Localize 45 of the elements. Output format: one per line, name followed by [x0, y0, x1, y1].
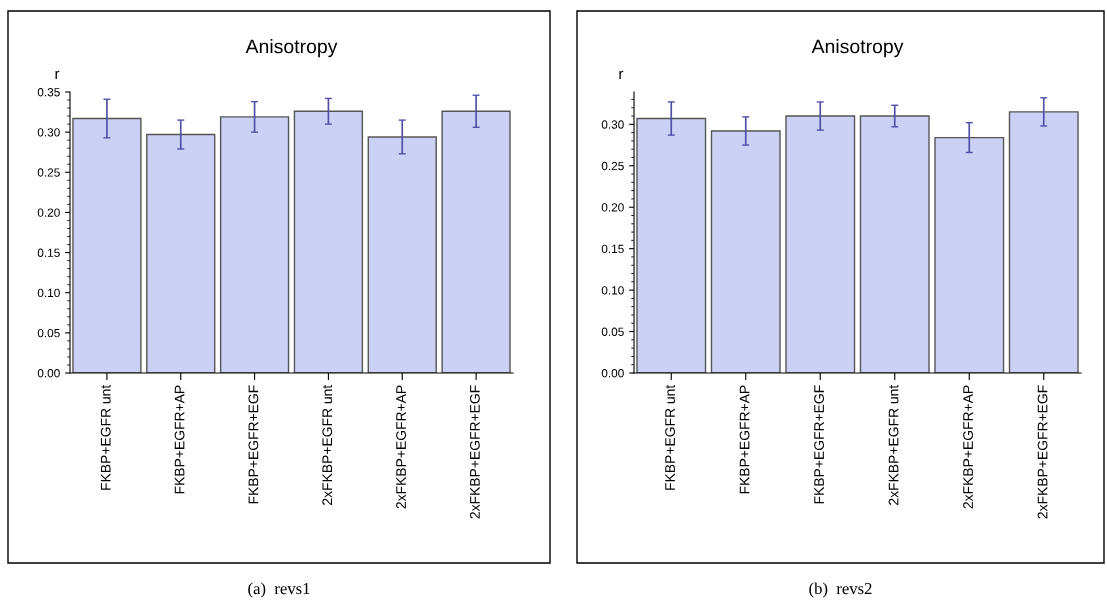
bar: [934, 136, 1005, 373]
bar: [293, 110, 364, 373]
y-tick-label: 0.30: [37, 128, 60, 137]
y-tick-label: 0.25: [37, 168, 60, 177]
text: (a) revs1: [248, 582, 310, 598]
y-tick-label: 0.05: [37, 328, 60, 338]
y-tick-label: 0.10: [601, 286, 624, 295]
bar: [710, 130, 781, 373]
bar: [219, 116, 290, 373]
x-tick-label: FKBP+EGFR+EGF: [248, 385, 259, 504]
x-tick-label: FKBP+EGFR unt: [100, 384, 111, 490]
y-tick-label: 0.25: [601, 161, 624, 171]
x-tick-label: 2xFKBP+EGFR+EGF: [469, 385, 480, 519]
y-tick-label: 0.15: [37, 248, 60, 257]
y-tick-label: 0.30: [601, 120, 624, 129]
bar: [367, 136, 437, 373]
x-tick-label: FKBP+EGFR+AP: [174, 385, 185, 494]
y-tick-label: 0.00: [37, 369, 60, 378]
bar: [636, 117, 707, 373]
x-tick-label: FKBP+EGFR+AP: [739, 385, 750, 494]
y-tick-label: 0.15: [601, 244, 624, 254]
x-tick-label: 2xFKBP+EGFR+AP: [396, 385, 406, 509]
bar: [785, 115, 856, 373]
y-tick-label: 0.20: [601, 203, 624, 212]
y-tick-label: 0.05: [601, 327, 624, 336]
bar: [441, 110, 511, 373]
chart-title: Anisotropy: [811, 39, 904, 58]
y-axis-title: r: [619, 70, 624, 79]
bar: [72, 117, 142, 373]
bar: [859, 115, 930, 373]
bar: [1008, 111, 1079, 373]
x-tick-label: 2xFKBP+EGFR+EGF: [1037, 385, 1048, 519]
y-axis-title: r: [55, 70, 60, 79]
x-tick-label: 2xFKBP+EGFR unt: [322, 384, 333, 505]
x-tick-label: 2xFKBP+EGFR unt: [888, 384, 899, 505]
y-tick-label: 0.35: [37, 88, 60, 97]
text: (b) revs2: [809, 582, 872, 598]
chart-title: Anisotropy: [245, 39, 338, 58]
y-tick-label: 0.10: [37, 288, 60, 298]
x-tick-label: FKBP+EGFR unt: [665, 384, 675, 490]
x-tick-label: 2xFKBP+EGFR+AP: [963, 385, 973, 509]
bar: [146, 133, 216, 373]
x-tick-label: FKBP+EGFR+EGF: [814, 385, 824, 504]
y-tick-label: 0.20: [37, 208, 60, 217]
y-tick-label: 0.00: [601, 369, 624, 378]
